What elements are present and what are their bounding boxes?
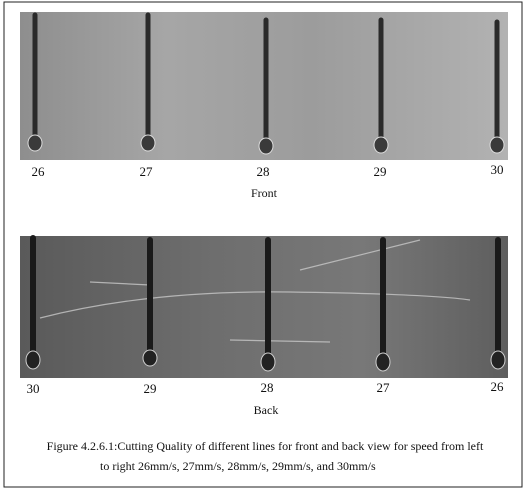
frame <box>3 1 523 488</box>
front-title: Front <box>251 186 278 200</box>
front-label: 27 <box>140 164 154 179</box>
back-title: Back <box>254 403 279 417</box>
back-photo <box>20 235 508 378</box>
back-label: 27 <box>377 380 391 395</box>
back-label: 28 <box>261 380 274 395</box>
front-label: 28 <box>257 164 270 179</box>
back-label: 26 <box>491 379 505 394</box>
front-photo <box>20 12 508 160</box>
front-label: 29 <box>374 164 387 179</box>
front-label: 30 <box>491 162 504 177</box>
caption-line: Figure 4.2.6.1:Cutting Quality of differ… <box>47 439 484 453</box>
front-label: 26 <box>32 164 46 179</box>
back-label: 30 <box>27 381 40 396</box>
caption-line: to right 26mm/s, 27mm/s, 28mm/s, 29mm/s,… <box>100 459 376 473</box>
back-label: 29 <box>144 381 157 396</box>
